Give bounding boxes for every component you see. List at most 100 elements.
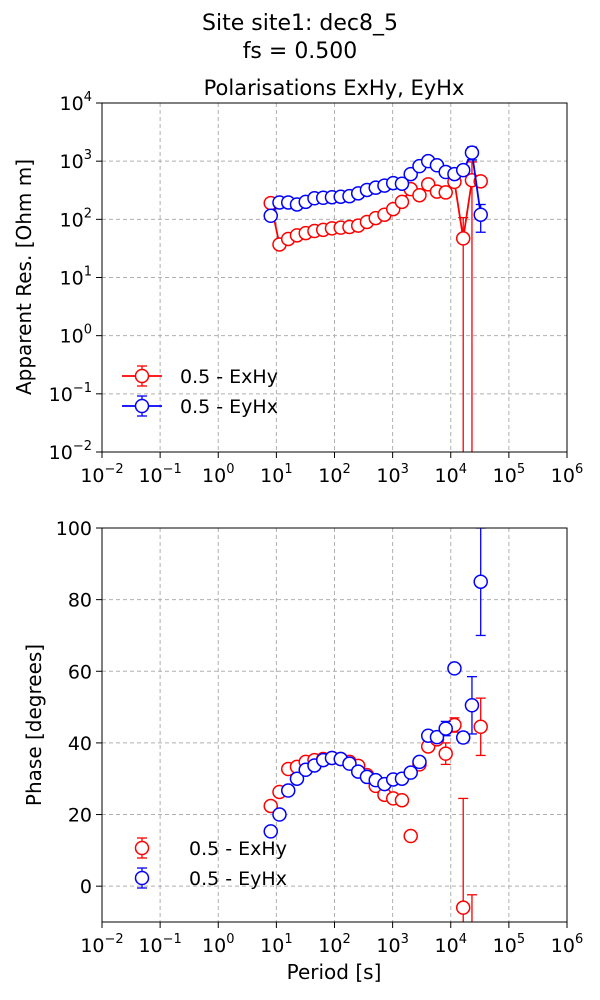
- marker: [464, 145, 480, 160]
- marker: [447, 661, 462, 676]
- error-bar: [466, 161, 477, 452]
- tick-label: 10−2: [80, 932, 123, 957]
- tick-label-exponent: 0: [84, 323, 92, 338]
- error-bar: [458, 216, 469, 452]
- tick-label-exponent: 6: [575, 932, 583, 947]
- tick-label-exponent: 4: [459, 932, 467, 947]
- tick-label-base: 10: [376, 935, 400, 957]
- tick-label-exponent: −1: [163, 932, 182, 947]
- tick-label-exponent: 1: [284, 462, 292, 477]
- tick-label: 106: [551, 462, 583, 487]
- tick-label-base: 10: [260, 465, 284, 487]
- tick-label: 10−2: [80, 462, 123, 487]
- tick-label-base: 10: [318, 935, 342, 957]
- tick-label: 102: [318, 462, 350, 487]
- marker: [403, 765, 418, 780]
- figure-title: fs = 0.500: [243, 39, 358, 64]
- marker: [394, 176, 410, 191]
- tick-label-base: 10: [376, 465, 400, 487]
- tick-label-base: 10: [551, 935, 575, 957]
- tick-label: 10−2: [49, 439, 92, 464]
- legend-marker: [134, 870, 150, 886]
- marker: [455, 162, 471, 178]
- marker: [412, 754, 427, 770]
- marker: [455, 231, 471, 246]
- tick-label: 40: [68, 733, 92, 755]
- tick-label-base: 10: [60, 209, 84, 231]
- tick-label: 102: [60, 206, 92, 231]
- legend-label: 0.5 - EyHx: [180, 396, 278, 418]
- legend-marker: [134, 368, 150, 384]
- tick-label: 100: [202, 462, 234, 487]
- tick-label: 103: [376, 932, 408, 957]
- tick-label: 105: [493, 932, 525, 957]
- tick-label-base: 10: [60, 151, 84, 173]
- tick-label: 100: [56, 518, 92, 540]
- marker: [403, 828, 418, 844]
- tick-label: 0: [80, 876, 92, 898]
- tick-label: 101: [260, 932, 292, 957]
- tick-label: 100: [60, 323, 92, 348]
- tick-label-exponent: 2: [342, 932, 350, 947]
- tick-label-exponent: −2: [105, 462, 124, 477]
- marker: [473, 719, 488, 735]
- marker: [464, 698, 480, 713]
- tick-label-exponent: 0: [226, 462, 234, 477]
- axes-frame: [101, 102, 568, 453]
- tick-label: 10−1: [49, 381, 92, 406]
- marker: [473, 574, 488, 589]
- tick-label-base: 10: [435, 465, 459, 487]
- tick-label: 104: [60, 90, 92, 115]
- plot-area: [263, 528, 488, 964]
- tick-label: 103: [60, 148, 92, 173]
- tick-label-exponent: 2: [342, 462, 350, 477]
- tick-label-base: 10: [60, 93, 84, 115]
- tick-label: 100: [202, 932, 234, 957]
- tick-label-base: 10: [49, 384, 73, 406]
- tick-label-exponent: −1: [73, 381, 92, 396]
- marker: [438, 721, 453, 736]
- y-axis-label: Phase [degrees]: [22, 644, 46, 806]
- tick-label-exponent: 5: [517, 932, 525, 947]
- error-bar: [458, 797, 469, 922]
- tick-label-exponent: 5: [517, 462, 525, 477]
- marker: [455, 900, 471, 915]
- marker: [438, 185, 453, 200]
- tick-label-exponent: 4: [84, 90, 92, 105]
- marker: [289, 771, 305, 786]
- marker: [394, 194, 410, 210]
- marker: [465, 951, 478, 964]
- tick-label-exponent: 4: [459, 462, 467, 477]
- tick-label: 60: [68, 661, 92, 683]
- marker: [438, 746, 453, 761]
- tick-label-exponent: −1: [163, 462, 182, 477]
- tick-label-exponent: 3: [401, 932, 409, 947]
- marker: [412, 187, 427, 203]
- tick-label-exponent: −2: [105, 932, 124, 947]
- tick-label: 101: [60, 265, 92, 290]
- legend-label: 0.5 - ExHy: [189, 838, 287, 860]
- error-bar: [466, 894, 477, 922]
- tick-label-exponent: 6: [575, 462, 583, 477]
- tick-label-base: 10: [435, 935, 459, 957]
- tick-label: 10−1: [138, 462, 181, 487]
- tick-label-base: 10: [80, 935, 104, 957]
- tick-label: 103: [376, 462, 408, 487]
- tick-label-exponent: 2: [84, 206, 92, 221]
- chart-title: Polarisations ExHy, EyHx: [204, 76, 465, 100]
- x-axis-label: Period [s]: [287, 960, 382, 984]
- legend-label: 0.5 - ExHy: [180, 366, 278, 388]
- tick-label-base: 10: [551, 465, 575, 487]
- tick-label: 80: [68, 590, 92, 612]
- marker: [263, 824, 278, 839]
- tick-label-exponent: 3: [401, 462, 409, 477]
- tick-label-base: 10: [493, 935, 517, 957]
- axes-frame: [101, 527, 568, 923]
- tick-label: 102: [318, 932, 350, 957]
- y-axis-label: Apparent Res. [Ohm m]: [12, 159, 36, 395]
- figure-title: Site site1: dec8_5: [202, 11, 398, 36]
- tick-label: 10−1: [138, 932, 181, 957]
- tick-label-exponent: −2: [73, 439, 92, 454]
